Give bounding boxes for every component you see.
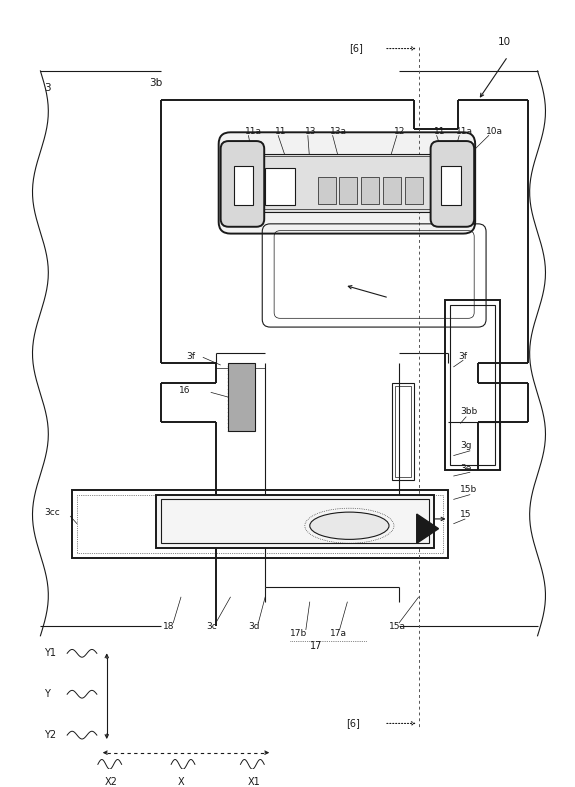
Text: 3cc: 3cc [44, 508, 60, 516]
FancyBboxPatch shape [221, 141, 264, 227]
Bar [361, 177, 379, 205]
Text: 3b: 3b [150, 78, 163, 87]
Text: 13a: 13a [329, 127, 347, 136]
Text: 3g: 3g [461, 442, 472, 450]
Text: 15: 15 [461, 509, 472, 519]
Text: 17a: 17a [329, 630, 347, 638]
Text: 16: 16 [179, 386, 190, 395]
Bar [446, 300, 500, 471]
Text: 3bb: 3bb [461, 408, 478, 416]
Text: 12: 12 [394, 127, 405, 136]
Text: X2: X2 [105, 777, 118, 787]
Bar [442, 166, 461, 205]
Text: 18: 18 [163, 622, 175, 630]
Text: 3: 3 [44, 83, 51, 94]
Text: [6]: [6] [346, 719, 361, 729]
Text: Y2: Y2 [44, 730, 56, 740]
Bar [250, 156, 443, 209]
Bar [450, 305, 495, 465]
Text: 17: 17 [310, 641, 322, 651]
Text: 3d: 3d [248, 622, 260, 630]
Text: 11a: 11a [246, 127, 262, 136]
Bar [395, 386, 411, 477]
Bar [318, 177, 336, 205]
Bar [339, 177, 357, 205]
Text: 11: 11 [434, 127, 445, 136]
FancyBboxPatch shape [218, 132, 475, 234]
Text: 3c: 3c [206, 622, 217, 630]
Text: 13: 13 [305, 127, 316, 136]
Text: 10a: 10a [486, 127, 503, 136]
Text: 15b: 15b [461, 486, 478, 494]
Text: 3f: 3f [186, 352, 195, 360]
Text: X1: X1 [247, 777, 260, 787]
Bar [248, 153, 446, 212]
Text: 3f: 3f [458, 352, 467, 360]
Text: 15a: 15a [389, 622, 406, 630]
Text: Y: Y [44, 689, 50, 699]
Text: Y1: Y1 [44, 648, 56, 658]
Bar [405, 177, 423, 205]
Text: 11: 11 [275, 127, 286, 136]
Polygon shape [417, 514, 439, 543]
FancyBboxPatch shape [431, 141, 474, 227]
Text: 11a: 11a [457, 127, 473, 136]
Bar [383, 177, 401, 205]
Bar [233, 166, 254, 205]
Text: 17b: 17b [290, 630, 307, 638]
Bar [77, 494, 443, 553]
Text: X: X [178, 777, 185, 787]
Ellipse shape [310, 512, 389, 539]
Text: 3e: 3e [461, 464, 472, 473]
Text: [6]: [6] [350, 43, 363, 54]
Bar [228, 363, 255, 431]
Bar [161, 500, 428, 543]
Text: 10: 10 [498, 37, 511, 46]
Bar [72, 490, 448, 558]
Bar [392, 382, 414, 480]
Bar [265, 168, 295, 205]
Bar [156, 494, 434, 548]
